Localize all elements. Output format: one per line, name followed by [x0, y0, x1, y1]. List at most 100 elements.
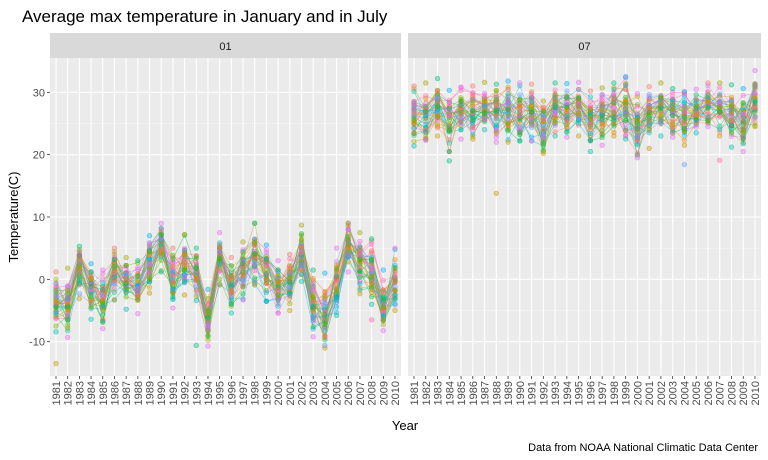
x-tick-label: 1999 — [261, 381, 273, 405]
data-point — [575, 103, 582, 110]
data-point — [470, 107, 476, 114]
data-point — [505, 119, 511, 126]
data-point — [100, 311, 106, 318]
data-point — [599, 116, 605, 123]
data-point — [298, 267, 305, 273]
data-point — [252, 255, 258, 261]
max-point — [623, 74, 629, 80]
data-point — [310, 276, 316, 282]
min-point — [228, 310, 234, 316]
data-point — [505, 112, 511, 118]
data-point — [88, 283, 94, 290]
min-point — [368, 301, 375, 307]
max-point — [252, 220, 258, 226]
data-point — [611, 86, 617, 93]
data-point — [240, 284, 246, 290]
data-point — [135, 296, 141, 302]
data-point — [217, 276, 223, 282]
max-point — [670, 85, 676, 92]
data-point — [380, 304, 386, 310]
data-point — [322, 333, 328, 339]
x-tick-label: 2006 — [703, 381, 715, 405]
data-point — [505, 107, 511, 113]
max-point — [717, 80, 723, 86]
data-point — [587, 94, 594, 100]
data-point — [123, 271, 129, 277]
data-point — [100, 300, 106, 306]
data-point — [287, 301, 293, 307]
strip-background-january — [50, 33, 401, 58]
data-point — [693, 109, 699, 116]
data-point — [88, 293, 94, 299]
data-point — [53, 281, 59, 287]
data-point — [717, 109, 723, 115]
min-point — [411, 143, 417, 149]
data-point — [493, 87, 499, 94]
data-point — [322, 320, 328, 326]
max-point — [205, 286, 211, 292]
data-point — [146, 241, 153, 247]
data-point — [228, 300, 234, 307]
data-point — [146, 274, 153, 280]
min-point — [252, 282, 258, 288]
x-tick-label: 2004 — [679, 381, 691, 405]
max-point — [380, 267, 386, 273]
x-tick-label: 2005 — [332, 381, 344, 405]
data-point — [240, 250, 246, 256]
data-point — [170, 296, 176, 302]
max-point — [564, 80, 570, 87]
data-point — [481, 97, 488, 104]
x-tick-label: 1983 — [74, 381, 86, 405]
data-point — [693, 117, 699, 123]
data-point — [587, 123, 594, 129]
data-point — [158, 251, 164, 257]
data-point — [322, 295, 328, 301]
data-point — [252, 268, 258, 274]
x-tick-label: 1988 — [491, 381, 503, 405]
data-point — [634, 150, 641, 156]
x-tick-label: 2003 — [668, 381, 680, 405]
data-point — [470, 93, 476, 99]
data-point — [693, 104, 699, 110]
max-point — [310, 267, 316, 273]
data-point — [357, 256, 363, 263]
data-point — [717, 84, 723, 91]
min-point — [100, 325, 106, 332]
data-point — [752, 91, 758, 97]
x-tick-label: 1999 — [621, 381, 633, 405]
data-point — [240, 269, 246, 276]
data-point — [728, 133, 735, 140]
min-point — [345, 269, 351, 275]
data-point — [170, 263, 176, 270]
data-point — [505, 99, 511, 105]
max-point — [228, 254, 234, 261]
data-point — [411, 106, 417, 113]
data-point — [505, 128, 511, 134]
data-point — [170, 272, 176, 278]
data-point — [540, 127, 546, 134]
min-point — [505, 139, 511, 145]
max-point — [599, 85, 605, 91]
data-point — [481, 110, 488, 116]
data-point — [322, 328, 328, 334]
data-point — [310, 309, 316, 315]
data-point — [411, 138, 417, 145]
data-point — [646, 115, 652, 121]
data-point — [646, 98, 652, 104]
data-point — [111, 263, 118, 270]
chart-caption: Data from NOAA National Climatic Data Ce… — [528, 442, 758, 454]
min-point — [717, 133, 723, 139]
data-point — [564, 128, 570, 134]
data-point — [446, 112, 452, 118]
data-point — [310, 303, 316, 310]
max-point — [146, 233, 153, 239]
data-point — [123, 294, 129, 300]
data-point — [728, 108, 735, 114]
data-point — [357, 281, 363, 287]
data-point — [446, 121, 452, 127]
data-point — [368, 294, 375, 300]
data-point — [517, 129, 523, 135]
data-point — [205, 301, 211, 307]
data-point — [217, 245, 223, 251]
min-point — [217, 282, 223, 288]
